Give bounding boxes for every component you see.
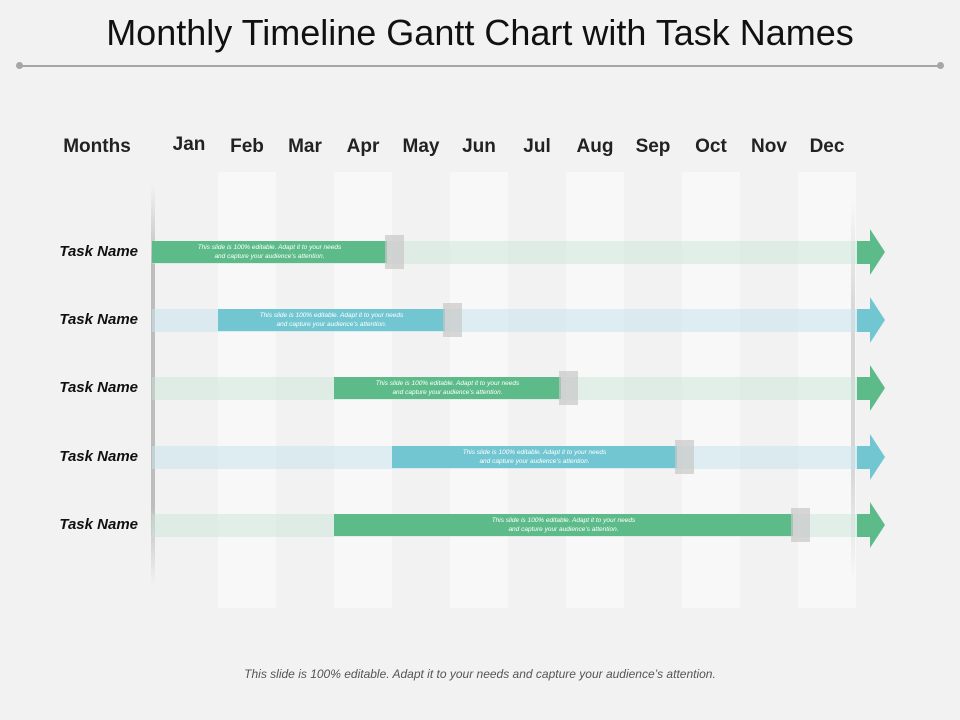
arrow-stem (857, 309, 871, 332)
task-bar[interactable]: This slide is 100% editable. Adapt it to… (152, 241, 387, 263)
divider-left-dot (16, 62, 23, 69)
month-label-dec: Dec (809, 136, 845, 157)
months-header: Months (63, 136, 131, 157)
arrow-head-icon (870, 229, 885, 275)
task-bar-text: This slide is 100% editable. Adapt it to… (197, 244, 342, 260)
task-label: Task Name (59, 311, 138, 328)
month-label-sep: Sep (635, 136, 671, 157)
task-bar-text: This slide is 100% editable. Adapt it to… (259, 312, 404, 328)
month-label-oct: Oct (695, 136, 727, 157)
footer-note: This slide is 100% editable. Adapt it to… (244, 667, 716, 681)
task-label: Task Name (59, 448, 138, 465)
timeline-axis (151, 185, 155, 585)
timeline-end-shadow (851, 200, 855, 580)
task-bar-text: This slide is 100% editable. Adapt it to… (462, 449, 607, 465)
arrow-stem (857, 514, 871, 537)
task-end-marker (675, 440, 694, 474)
arrow-head-icon (870, 297, 885, 343)
month-label-jul: Jul (523, 136, 551, 157)
month-label-may: May (402, 136, 440, 157)
task-bar[interactable]: This slide is 100% editable. Adapt it to… (334, 514, 793, 536)
task-end-marker (385, 235, 404, 269)
divider-right-dot (937, 62, 944, 69)
page-title: Monthly Timeline Gantt Chart with Task N… (106, 12, 854, 53)
task-end-marker (791, 508, 810, 542)
task-label: Task Name (59, 379, 138, 396)
month-label-nov: Nov (751, 136, 787, 157)
arrow-stem (857, 241, 871, 264)
task-end-marker (559, 371, 578, 405)
arrow-head-icon (870, 365, 885, 411)
month-label-mar: Mar (288, 136, 322, 157)
month-label-feb: Feb (230, 136, 264, 157)
arrow-head-icon (870, 434, 885, 480)
task-bar[interactable]: This slide is 100% editable. Adapt it to… (392, 446, 677, 468)
month-label-apr: Apr (346, 136, 380, 157)
month-label-jan: Jan (172, 134, 206, 155)
task-bar-text: This slide is 100% editable. Adapt it to… (375, 380, 520, 396)
task-bar[interactable]: This slide is 100% editable. Adapt it to… (334, 377, 561, 399)
month-label-jun: Jun (462, 136, 496, 157)
arrow-stem (857, 377, 871, 400)
task-end-marker (443, 303, 462, 337)
task-label: Task Name (59, 243, 138, 260)
title-divider (20, 65, 940, 67)
month-label-aug: Aug (576, 136, 614, 157)
task-bar-text: This slide is 100% editable. Adapt it to… (491, 517, 636, 533)
task-bar[interactable]: This slide is 100% editable. Adapt it to… (218, 309, 445, 331)
task-label: Task Name (59, 516, 138, 533)
arrow-head-icon (870, 502, 885, 548)
arrow-stem (857, 446, 871, 469)
